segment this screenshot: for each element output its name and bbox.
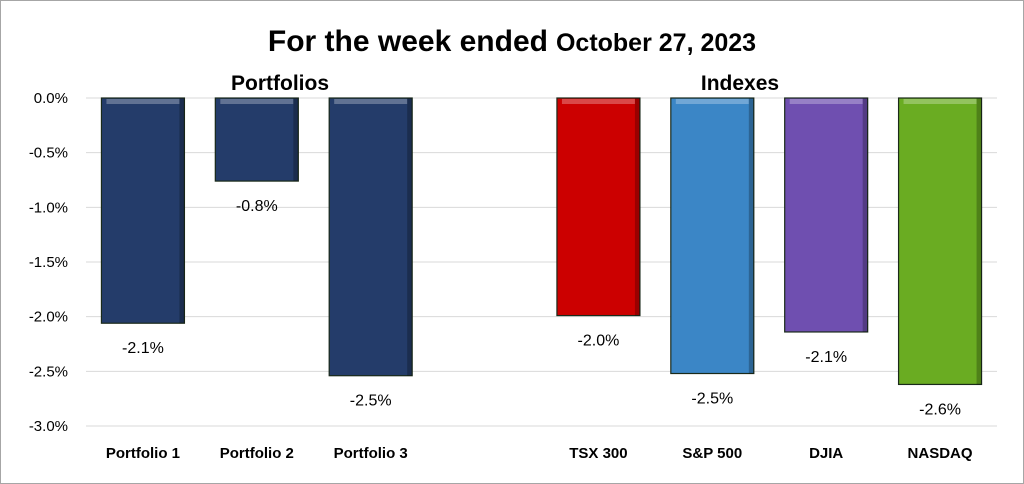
y-tick-label: -0.5% [29, 145, 68, 162]
y-tick-label: -1.5% [29, 254, 68, 271]
data-label: -2.5% [691, 391, 733, 408]
bar [214, 97, 299, 182]
data-label: -2.1% [122, 340, 164, 357]
bar-bevel [789, 99, 863, 104]
x-tick-label: TSX 300 [569, 445, 627, 462]
x-tick-label: Portfolio 2 [220, 445, 294, 462]
x-tick-label: DJIA [809, 445, 843, 462]
group-label-portfolios: Portfolios [231, 72, 329, 95]
bar [328, 97, 413, 377]
x-tick-label: Portfolio 1 [106, 445, 180, 462]
y-tick-label: 0.0% [34, 90, 68, 107]
bar-shade [862, 98, 868, 332]
bar [897, 97, 983, 386]
bar-bevel [334, 99, 408, 104]
y-tick-label: -2.5% [29, 363, 68, 380]
x-tick-label: S&P 500 [682, 445, 742, 462]
bar-bevel [561, 99, 635, 104]
bar-shade [293, 98, 299, 182]
bar-shade [748, 98, 754, 374]
bar [670, 97, 755, 375]
bar [784, 97, 869, 333]
bar-shade [634, 98, 640, 316]
bar [100, 97, 186, 324]
data-label: -0.8% [236, 198, 278, 215]
data-label: -2.0% [578, 333, 620, 350]
bar-shade [179, 98, 185, 324]
data-label: -2.6% [919, 401, 961, 418]
bar-bevel [106, 99, 180, 104]
x-tick-label: NASDAQ [908, 445, 973, 462]
group-label-indexes: Indexes [701, 72, 779, 95]
bar-shade [407, 98, 413, 376]
x-tick-label: Portfolio 3 [334, 445, 408, 462]
y-tick-label: -2.0% [29, 309, 68, 326]
bar [556, 97, 641, 317]
chart-title: For the week ended October 27, 2023 [268, 25, 756, 58]
data-label: -2.5% [350, 393, 392, 410]
bar-bevel [220, 99, 294, 104]
bar-shade [976, 98, 982, 385]
data-label: -2.1% [805, 349, 847, 366]
y-tick-label: -3.0% [29, 418, 68, 435]
y-tick-label: -1.0% [29, 199, 68, 216]
bar-bevel [675, 99, 749, 104]
bar-bevel [903, 99, 977, 104]
